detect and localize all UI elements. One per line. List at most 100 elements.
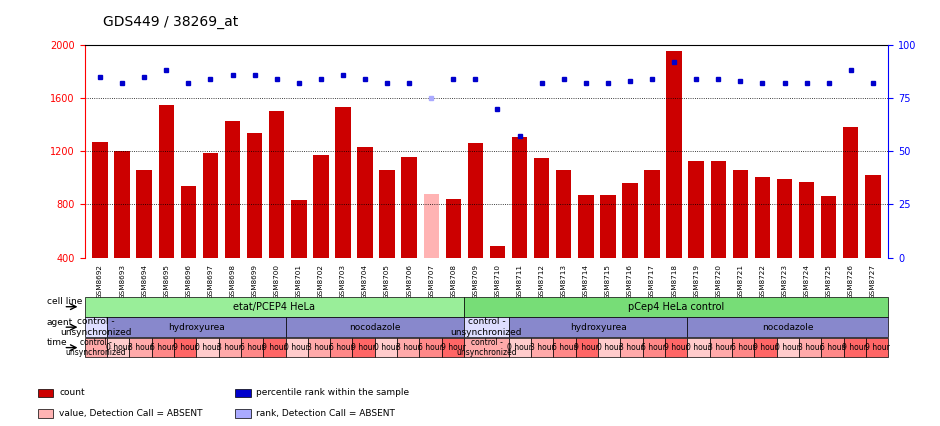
Bar (620, 338, 643, 357)
Text: pCep4 HeLa control: pCep4 HeLa control (628, 302, 725, 312)
Bar (666, 52, 681, 258)
Bar (598, 338, 620, 357)
Bar (235, 409, 251, 418)
Text: hydroxyurea: hydroxyurea (168, 322, 225, 332)
Bar (688, 161, 704, 258)
Text: control -
unsynchronized: control - unsynchronized (66, 338, 126, 357)
Bar (180, 186, 196, 258)
Text: 6 hour: 6 hour (641, 343, 666, 352)
Bar (263, 338, 286, 357)
Text: 9 hour: 9 hour (262, 343, 287, 352)
Text: 3 hour: 3 hour (217, 343, 243, 352)
Bar (799, 182, 814, 258)
Bar (291, 201, 306, 258)
Bar (286, 317, 464, 337)
Text: 0 hour: 0 hour (373, 343, 399, 352)
Bar (357, 147, 373, 258)
Bar (424, 194, 439, 258)
Bar (622, 183, 637, 258)
Text: control -
unsynchronized: control - unsynchronized (60, 317, 132, 337)
Text: 0 hour: 0 hour (284, 343, 309, 352)
Text: 9 hour: 9 hour (173, 343, 197, 352)
Text: 6 hour: 6 hour (730, 343, 756, 352)
Text: 3 hour: 3 hour (128, 343, 153, 352)
Text: 6 hour: 6 hour (240, 343, 264, 352)
Text: value, Detection Call = ABSENT: value, Detection Call = ABSENT (59, 409, 202, 418)
Bar (203, 153, 218, 258)
Bar (115, 151, 130, 258)
Bar (336, 107, 351, 258)
Bar (397, 338, 419, 357)
Text: 9 hour: 9 hour (574, 343, 600, 352)
Bar (401, 157, 417, 258)
Text: 9 hour: 9 hour (352, 343, 376, 352)
Text: 3 hour: 3 hour (306, 343, 332, 352)
Bar (600, 195, 616, 258)
Bar (822, 338, 843, 357)
Bar (644, 170, 660, 258)
Bar (821, 196, 837, 258)
Bar (85, 317, 107, 337)
Text: rank, Detection Call = ABSENT: rank, Detection Call = ABSENT (257, 409, 396, 418)
Bar (578, 195, 593, 258)
Bar (92, 142, 108, 258)
Bar (85, 338, 107, 357)
Text: 9 hour: 9 hour (842, 343, 868, 352)
Bar (130, 338, 151, 357)
Bar (468, 143, 483, 258)
Bar (710, 338, 732, 357)
Text: 3 hour: 3 hour (798, 343, 822, 352)
Bar (531, 338, 554, 357)
Text: etat/PCEP4 HeLa: etat/PCEP4 HeLa (233, 302, 315, 312)
Bar (464, 297, 888, 317)
Bar (419, 338, 442, 357)
Bar (269, 111, 285, 258)
Bar (159, 105, 174, 258)
Text: 6 hour: 6 hour (150, 343, 175, 352)
Text: 9 hour: 9 hour (664, 343, 689, 352)
Bar (464, 317, 509, 337)
Bar (107, 338, 129, 357)
Text: 0 hour: 0 hour (597, 343, 621, 352)
Bar (313, 155, 329, 258)
Text: control -
unsynchronized: control - unsynchronized (456, 338, 517, 357)
Bar (554, 338, 575, 357)
Text: percentile rank within the sample: percentile rank within the sample (257, 389, 410, 397)
Text: 0 hour: 0 hour (776, 343, 800, 352)
Bar (534, 158, 549, 258)
Text: 6 hour: 6 hour (329, 343, 353, 352)
Bar (375, 338, 397, 357)
Bar (247, 132, 262, 258)
Bar (85, 297, 464, 317)
Bar (442, 338, 464, 357)
Text: 3 hour: 3 hour (619, 343, 644, 352)
Bar (286, 338, 307, 357)
Text: agent: agent (47, 317, 72, 327)
Bar (196, 338, 218, 357)
Text: 6 hour: 6 hour (820, 343, 845, 352)
Text: 0 hour: 0 hour (686, 343, 711, 352)
Bar (490, 246, 505, 258)
Text: 9 hour: 9 hour (753, 343, 778, 352)
Bar (225, 121, 241, 258)
Bar (865, 175, 881, 258)
Bar (575, 338, 598, 357)
Text: control -
unsynchronized: control - unsynchronized (450, 317, 523, 337)
Text: 3 hour: 3 hour (396, 343, 421, 352)
Bar (107, 317, 286, 337)
Text: 3 hour: 3 hour (709, 343, 733, 352)
Text: 0 hour: 0 hour (105, 343, 131, 352)
Text: 0 hour: 0 hour (195, 343, 220, 352)
Text: 3 hour: 3 hour (530, 343, 555, 352)
Text: nocodazole: nocodazole (349, 322, 400, 332)
Bar (151, 338, 174, 357)
Bar (687, 338, 710, 357)
Bar (776, 338, 799, 357)
Text: 6 hour: 6 hour (552, 343, 577, 352)
Bar (643, 338, 666, 357)
Text: cell line: cell line (47, 297, 82, 306)
Bar (843, 127, 858, 258)
Bar (843, 338, 866, 357)
Bar (235, 389, 251, 397)
Text: 6 hour: 6 hour (418, 343, 443, 352)
